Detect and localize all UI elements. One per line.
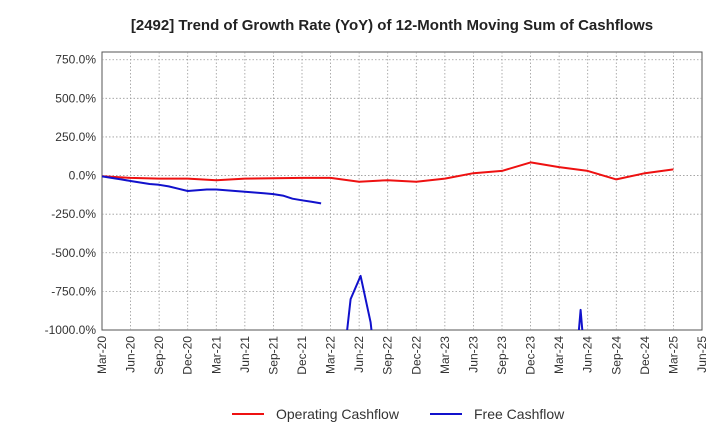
y-tick-label: -750.0% [51, 284, 96, 298]
x-tick-label: Sep-20 [152, 336, 166, 375]
x-axis-ticks: Mar-20 Jun-20 Sep-20 Dec-20 Mar-21 Jun-21 Sep-… [95, 336, 709, 375]
legend-label-operating-cashflow: Operating Cashflow [276, 406, 400, 422]
y-axis-ticks: 750.0% 500.0% 250.0% 0.0% -250.0% -500.0% -750… [45, 53, 97, 337]
x-tick-label: Sep-21 [266, 336, 280, 375]
x-tick-label: Dec-23 [524, 336, 538, 375]
x-tick-label: Dec-20 [181, 336, 195, 375]
x-tick-label: Mar-21 [209, 336, 223, 374]
x-tick-label: Jun-24 [581, 336, 595, 373]
x-tick-label: Dec-24 [638, 336, 652, 375]
legend-label-free-cashflow: Free Cashflow [474, 406, 565, 422]
x-tick-label: Dec-22 [409, 336, 423, 375]
free-cashflow-line [346, 274, 373, 330]
y-tick-label: 0.0% [69, 169, 97, 183]
x-tick-label: Sep-24 [609, 336, 623, 375]
y-tick-label: 500.0% [55, 91, 96, 105]
x-tick-label: Mar-20 [95, 336, 109, 374]
x-tick-label: Jun-21 [238, 336, 252, 373]
x-tick-label: Mar-23 [438, 336, 452, 374]
gridlines [102, 52, 702, 330]
series-group [102, 161, 674, 330]
y-tick-label: -250.0% [51, 207, 96, 221]
x-tick-label: Dec-21 [295, 336, 309, 375]
x-tick-label: Jun-22 [352, 336, 366, 373]
free-cashflow-line [102, 175, 322, 205]
free-cashflow-line [577, 308, 584, 330]
x-tick-label: Mar-24 [552, 336, 566, 374]
y-tick-label: -1000.0% [45, 323, 97, 337]
x-tick-label: Mar-25 [666, 336, 680, 374]
y-tick-label: 250.0% [55, 130, 96, 144]
operating-cashflow-line [102, 161, 674, 183]
legend: Operating Cashflow Free Cashflow [232, 406, 565, 422]
x-tick-label: Jun-25 [695, 336, 709, 373]
y-tick-label: 750.0% [55, 53, 96, 67]
x-tick-label: Sep-23 [495, 336, 509, 375]
plot-area [101, 51, 703, 331]
y-tick-label: -500.0% [51, 246, 96, 260]
x-tick-label: Mar-22 [324, 336, 338, 374]
chart-title: [2492] Trend of Growth Rate (YoY) of 12-… [131, 17, 653, 34]
x-tick-label: Sep-22 [381, 336, 395, 375]
x-tick-label: Jun-20 [124, 336, 138, 373]
series-lines [102, 161, 674, 330]
x-tick-label: Jun-23 [466, 336, 480, 373]
